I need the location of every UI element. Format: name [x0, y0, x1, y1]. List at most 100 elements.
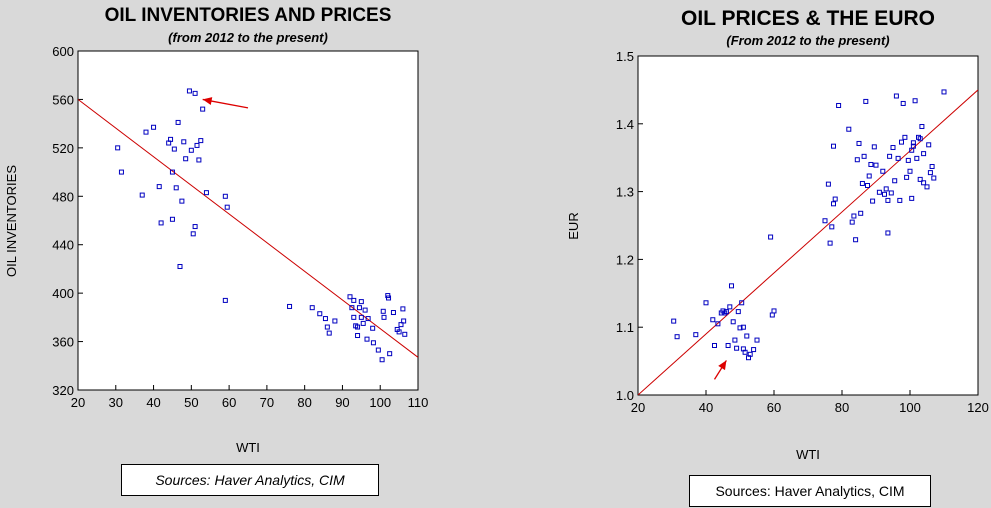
left-scatter-point: [139, 192, 145, 198]
left-scatter-point: [358, 299, 364, 305]
right-scatter-point: [768, 234, 774, 240]
right-scatter-point: [739, 300, 745, 306]
right-scatter-point: [858, 210, 864, 216]
left-scatter-point: [200, 106, 206, 112]
left-fit-line: [78, 99, 418, 358]
left-scatter-point: [151, 124, 157, 130]
left-scatter-point: [194, 142, 200, 148]
left-scatter-point: [183, 156, 189, 162]
right-source-box: Sources: Haver Analytics, CIM: [689, 475, 931, 507]
right-scatter-point: [870, 198, 876, 204]
left-scatter-point: [224, 204, 230, 210]
right-scatter-point: [931, 175, 937, 181]
right-scatter-point: [712, 343, 717, 349]
left-chart-subtitle: (from 2012 to the present): [168, 30, 328, 45]
left-chart-title: OIL INVENTORIES AND PRICES: [105, 5, 392, 26]
left-y-tick-label: 480: [52, 189, 74, 204]
left-y-tick-label: 320: [52, 383, 74, 398]
left-scatter-point: [375, 347, 381, 353]
left-scatter-point: [347, 294, 353, 300]
left-y-tick-label: 560: [52, 92, 74, 107]
right-scatter-point: [941, 89, 947, 95]
left-scatter-point: [364, 336, 370, 342]
right-scatter-point: [909, 195, 915, 201]
right-scatter-point: [859, 180, 865, 186]
right-scatter-point: [917, 136, 923, 142]
left-scatter-point: [390, 310, 396, 316]
left-scatter-point: [203, 190, 209, 196]
left-y-tick-label: 520: [52, 141, 74, 156]
left-scatter-point: [177, 264, 183, 270]
left-scatter-point: [287, 303, 293, 309]
right-scatter-point: [919, 124, 925, 130]
right-scatter-point: [921, 151, 927, 157]
left-scatter-point: [158, 220, 164, 226]
right-scatter-point: [832, 196, 838, 202]
left-scatter-point: [179, 198, 185, 204]
right-plot-area: [637, 55, 979, 396]
right-x-tick-label: 20: [631, 400, 645, 415]
right-scatter-point: [917, 176, 923, 182]
right-scatter-point: [737, 325, 743, 331]
right-scatter-point: [822, 218, 828, 224]
left-scatter-point: [358, 314, 364, 320]
right-scatter-point: [854, 157, 860, 163]
left-scatter-point: [401, 318, 407, 324]
left-plot-clip-group: [78, 88, 418, 363]
left-y-axis-label: OIL INVENTORIES: [4, 165, 19, 277]
left-scatter-point: [370, 325, 376, 331]
right-scatter-point: [880, 168, 886, 174]
left-scatter-point: [398, 322, 404, 328]
right-y-axis-label: EUR: [566, 212, 581, 239]
left-scatter-point: [190, 231, 196, 237]
right-scatter-point: [904, 174, 910, 180]
right-scatter-point: [742, 349, 748, 355]
left-x-tick-label: 90: [335, 395, 349, 410]
right-scatter-point: [902, 134, 908, 140]
right-scatter-point: [853, 237, 859, 243]
right-scatter-point: [747, 351, 753, 357]
left-scatter-point: [222, 297, 228, 303]
right-scatter-point: [831, 201, 836, 207]
right-scatter-point: [926, 142, 932, 148]
left-x-tick-label: 40: [146, 395, 160, 410]
left-x-tick-label: 60: [222, 395, 236, 410]
right-scatter-point: [836, 102, 842, 108]
right-y-tick-label: 1.4: [616, 117, 634, 132]
left-scatter-point: [360, 320, 366, 326]
right-plot-clip-group: [638, 89, 978, 395]
left-scatter-point: [396, 329, 402, 335]
right-scatter-point: [729, 283, 734, 289]
left-scatter-point: [192, 224, 198, 230]
right-scatter-point: [754, 337, 760, 343]
right-scatter-point: [882, 191, 887, 197]
left-scatter-point: [381, 314, 387, 320]
left-scatter-point: [188, 147, 194, 153]
right-scatter-point: [924, 184, 930, 190]
left-scatter-point: [380, 308, 386, 314]
left-source-box: Sources: Haver Analytics, CIM: [121, 464, 379, 496]
right-scatter-point: [899, 139, 904, 145]
right-scatter-point: [730, 319, 736, 325]
right-chart-subtitle: (From 2012 to the present): [726, 33, 889, 48]
right-scatter-point: [912, 98, 918, 104]
right-scatter-point: [897, 197, 903, 203]
right-scatter-point: [910, 140, 916, 146]
left-scatter-point: [351, 314, 357, 320]
left-scatter-point: [362, 307, 368, 313]
right-x-tick-label: 120: [967, 400, 989, 415]
right-scatter-chart: OIL PRICES & THE EURO (From 2012 to the …: [566, 7, 989, 462]
right-scatter-point: [825, 181, 831, 187]
left-scatter-point: [332, 318, 338, 324]
right-scatter-point: [771, 308, 777, 314]
left-scatter-point: [168, 136, 174, 142]
left-scatter-point: [400, 306, 406, 312]
right-scatter-point: [827, 240, 833, 246]
right-x-tick-label: 60: [767, 400, 781, 415]
right-scatter-point: [693, 332, 699, 338]
right-scatter-point: [905, 157, 911, 163]
left-x-tick-label: 20: [71, 395, 85, 410]
right-scatter-point: [887, 153, 893, 159]
left-annotation-arrow: [202, 97, 249, 109]
